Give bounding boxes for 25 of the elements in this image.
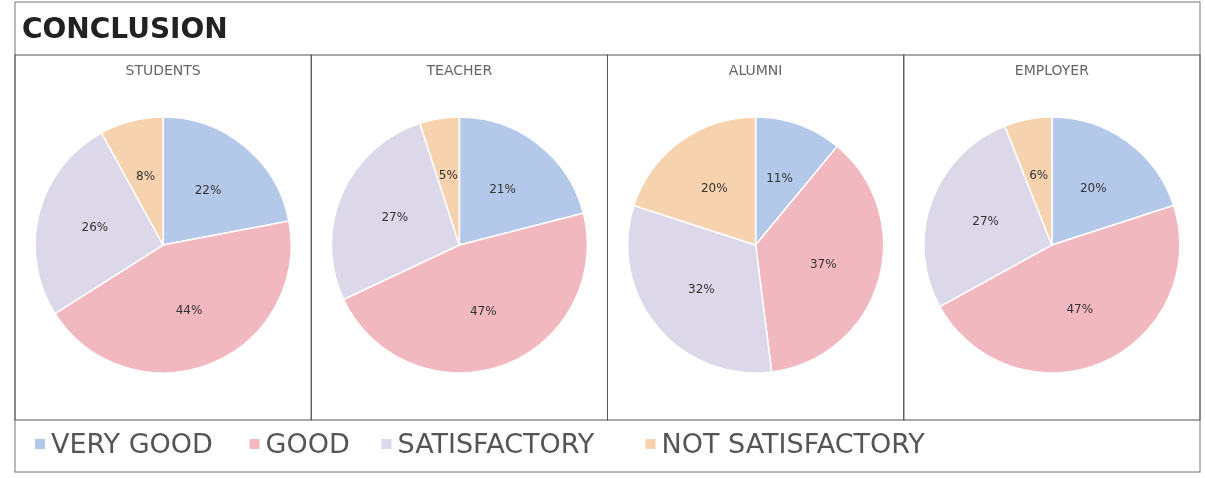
chart-title: EMPLOYER: [1014, 62, 1090, 78]
data-label: 47%: [469, 303, 497, 318]
legend-label: SATISFACTORY: [397, 427, 595, 459]
data-label: 11%: [766, 171, 793, 186]
data-label: 44%: [175, 302, 203, 317]
text: CONCLUSION: [22, 12, 228, 45]
data-label: 37%: [809, 257, 837, 272]
chart-title: TEACHER: [425, 62, 493, 78]
data-label: 26%: [81, 219, 109, 234]
data-label: 5%: [438, 167, 458, 182]
legend-label: GOOD: [265, 427, 350, 459]
data-label: 21%: [489, 181, 516, 196]
data-label: 27%: [381, 209, 409, 224]
data-label: 6%: [1029, 168, 1049, 183]
legend-label: NOT SATISFACTORY: [661, 427, 926, 459]
chart-title: STUDENTS: [125, 62, 201, 78]
data-label: 32%: [688, 282, 715, 297]
chart-title: ALUMNI: [728, 62, 783, 78]
data-label: 47%: [1066, 302, 1094, 317]
data-label: 22%: [194, 183, 222, 198]
data-label: 20%: [1079, 180, 1107, 195]
data-label: 20%: [700, 180, 728, 195]
data-label: 27%: [972, 213, 999, 228]
data-label: 8%: [136, 169, 156, 184]
legend-label: VERY GOOD: [51, 427, 213, 459]
